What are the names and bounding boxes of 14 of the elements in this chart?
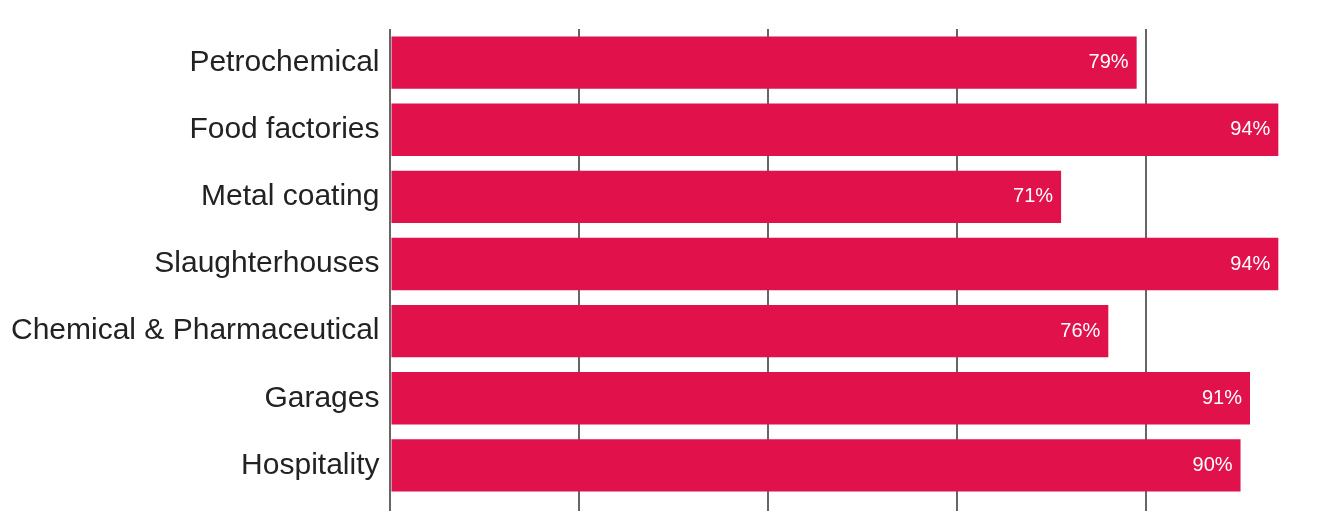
data-label: 94% — [1230, 251, 1271, 274]
data-label: 91% — [1201, 385, 1243, 408]
data-label: 76% — [1060, 318, 1101, 341]
y-tick-label: Chemical & Pharmaceutical — [11, 312, 380, 346]
y-tick-label: Garages — [264, 379, 380, 413]
data-label: 71% — [1013, 184, 1054, 207]
y-tick-label: Food factories — [189, 110, 380, 144]
data-label: 79% — [1088, 50, 1129, 73]
y-tick-label: Metal coating — [201, 178, 380, 212]
y-tick-label: Slaughterhouses — [154, 245, 380, 279]
data-label: 90% — [1192, 452, 1233, 475]
y-tick-label: Hospitality — [241, 446, 380, 480]
y-tick-label: Petrochemical — [189, 43, 380, 77]
data-label: 94% — [1230, 117, 1271, 140]
